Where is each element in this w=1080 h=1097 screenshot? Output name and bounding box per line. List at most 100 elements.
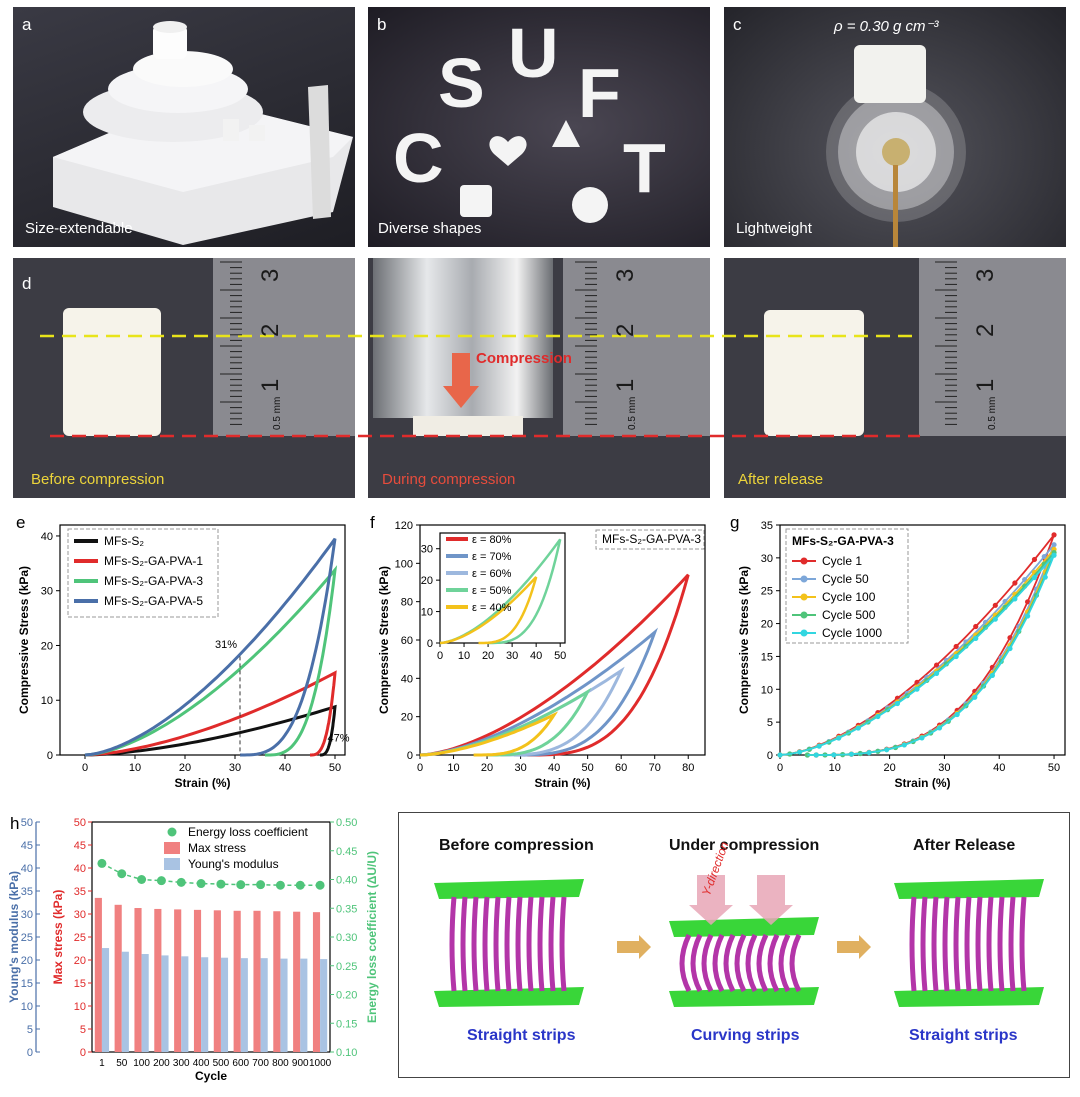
- ruler: [213, 258, 355, 436]
- modulus-tick-label: 50: [21, 817, 33, 829]
- modulus-bar: [300, 958, 308, 1052]
- inset-bg: [422, 527, 572, 662]
- ruler-unit: 0.5 mm: [627, 397, 638, 430]
- data-point: [1051, 542, 1057, 548]
- purple-strip: [789, 933, 802, 993]
- panel-label-h: h: [10, 814, 20, 833]
- stress-tick-label: 20: [74, 955, 86, 967]
- energy-tick-label: 0.45: [336, 846, 357, 858]
- stress-tick-label: 50: [74, 817, 86, 829]
- x-tick-label: 1000: [309, 1058, 332, 1069]
- ruler-number: 3: [972, 269, 999, 282]
- title-under: Under compression: [669, 837, 820, 854]
- energy-point: [295, 880, 305, 890]
- y-axis-label: Compressive Stress (kPa): [377, 566, 391, 714]
- compression-arrow: [443, 386, 479, 408]
- ruler-number: 1: [972, 379, 999, 392]
- x-tick-label: 300: [173, 1058, 190, 1069]
- purple-strip: [964, 896, 972, 992]
- series-line: [84, 704, 337, 757]
- purple-strip: [679, 933, 692, 993]
- energy-point: [236, 880, 246, 890]
- circle-shape: [572, 187, 608, 223]
- x-tick-label: 0: [417, 762, 423, 774]
- data-point: [813, 752, 819, 758]
- ruler-number: 3: [612, 269, 639, 282]
- chart-panel-g: 0 10 20 30 40 50 0 5 10 15 20 25 30 35 Strain (%) Compr…: [720, 505, 1080, 805]
- x-tick-label: 30: [938, 762, 950, 774]
- chart-panel-e: 0 10 20 30 40 50 0 10 20 30 40 Strain (%) Compressiv…: [0, 505, 360, 805]
- x-axis-label: Strain (%): [174, 776, 230, 790]
- sample-label: MFs-S₂-GA-PVA-3: [792, 534, 894, 548]
- y-tick-label: 0: [427, 638, 433, 650]
- purple-strip: [493, 896, 501, 992]
- x-tick-label: 20: [179, 762, 191, 774]
- data-point: [972, 694, 978, 700]
- energy-point: [315, 880, 325, 890]
- caption-c: Lightweight: [736, 220, 812, 237]
- strip-block: [894, 879, 1044, 1007]
- purple-strip: [909, 896, 917, 992]
- sample-label: MFs-S₂-GA-PVA-3: [602, 532, 701, 546]
- data-point: [816, 743, 822, 749]
- chart-e: 0 10 20 30 40 50 0 10 20 30 40 Strain (%) Compressiv…: [17, 524, 350, 790]
- purple-strip: [712, 933, 725, 993]
- caption-a: Size-extendable: [25, 220, 133, 237]
- data-point: [989, 672, 995, 679]
- y-tick-label: 0: [767, 750, 773, 762]
- data-point: [954, 711, 960, 718]
- x-tick-label: 10: [447, 762, 459, 774]
- data-point: [831, 752, 837, 758]
- data-point: [894, 700, 901, 707]
- x-tick-label: 100: [133, 1058, 150, 1069]
- energy-tick-label: 0.15: [336, 1018, 357, 1030]
- purple-strip: [526, 896, 534, 992]
- data-point: [936, 725, 943, 731]
- x-tick-label: 50: [582, 762, 594, 774]
- chart-panel-f: 0 10 20 30 40 50 60 70 80 0 20 40 60 80 100 120 Strain (…: [360, 505, 720, 805]
- data-point: [1012, 580, 1018, 586]
- data-point: [992, 616, 998, 622]
- purple-strip: [975, 896, 983, 992]
- letter-shapes-illustration: S U F C T: [393, 14, 666, 223]
- x-axis-label: Strain (%): [534, 776, 590, 790]
- aerogel-block: [63, 308, 161, 436]
- data-point: [777, 752, 783, 758]
- x-tick-label: 30: [229, 762, 241, 774]
- data-point: [884, 747, 890, 753]
- letter-s: S: [438, 44, 485, 122]
- x-axis-label: Cycle: [195, 1069, 227, 1083]
- x-tick-label: 600: [232, 1058, 249, 1069]
- data-point: [973, 635, 979, 641]
- modulus-bar: [320, 959, 328, 1052]
- ruler-unit: 0.5 mm: [272, 397, 283, 430]
- top-plate: [894, 879, 1044, 899]
- caption-straight-2: Straight strips: [909, 1027, 1018, 1044]
- stress-tick-label: 5: [80, 1024, 86, 1036]
- chart-panel-h: 0 5 10 15 20 25 30 35 40 45 50 Young's modulus (kPa…: [0, 810, 395, 1097]
- energy-point: [117, 869, 127, 879]
- caption-during: During compression: [382, 471, 516, 488]
- stress-tick-label: 10: [74, 1001, 86, 1013]
- modulus-tick-label: 45: [21, 840, 33, 852]
- plot-frame: [59, 524, 346, 756]
- y-tick-label: 20: [761, 619, 773, 631]
- series-line: [419, 666, 625, 757]
- y-tick-label: 0: [407, 750, 413, 762]
- modulus-tick-label: 35: [21, 886, 33, 898]
- data-point: [796, 749, 803, 755]
- stacked-aerogel-illustration: [53, 21, 353, 245]
- modulus-bar: [201, 957, 209, 1052]
- series-line: [84, 670, 337, 757]
- x-tick-label: 1: [99, 1058, 105, 1069]
- data-point: [992, 602, 998, 608]
- data-point: [933, 662, 940, 668]
- legend-label: Cycle 100: [822, 590, 876, 604]
- x-tick-label: 40: [993, 762, 1005, 774]
- force-arrow: [749, 875, 793, 925]
- modulus-bar: [161, 955, 169, 1052]
- purple-strip: [997, 896, 1005, 992]
- stress-tick-label: 0: [80, 1047, 86, 1059]
- modulus-tick-label: 40: [21, 863, 33, 875]
